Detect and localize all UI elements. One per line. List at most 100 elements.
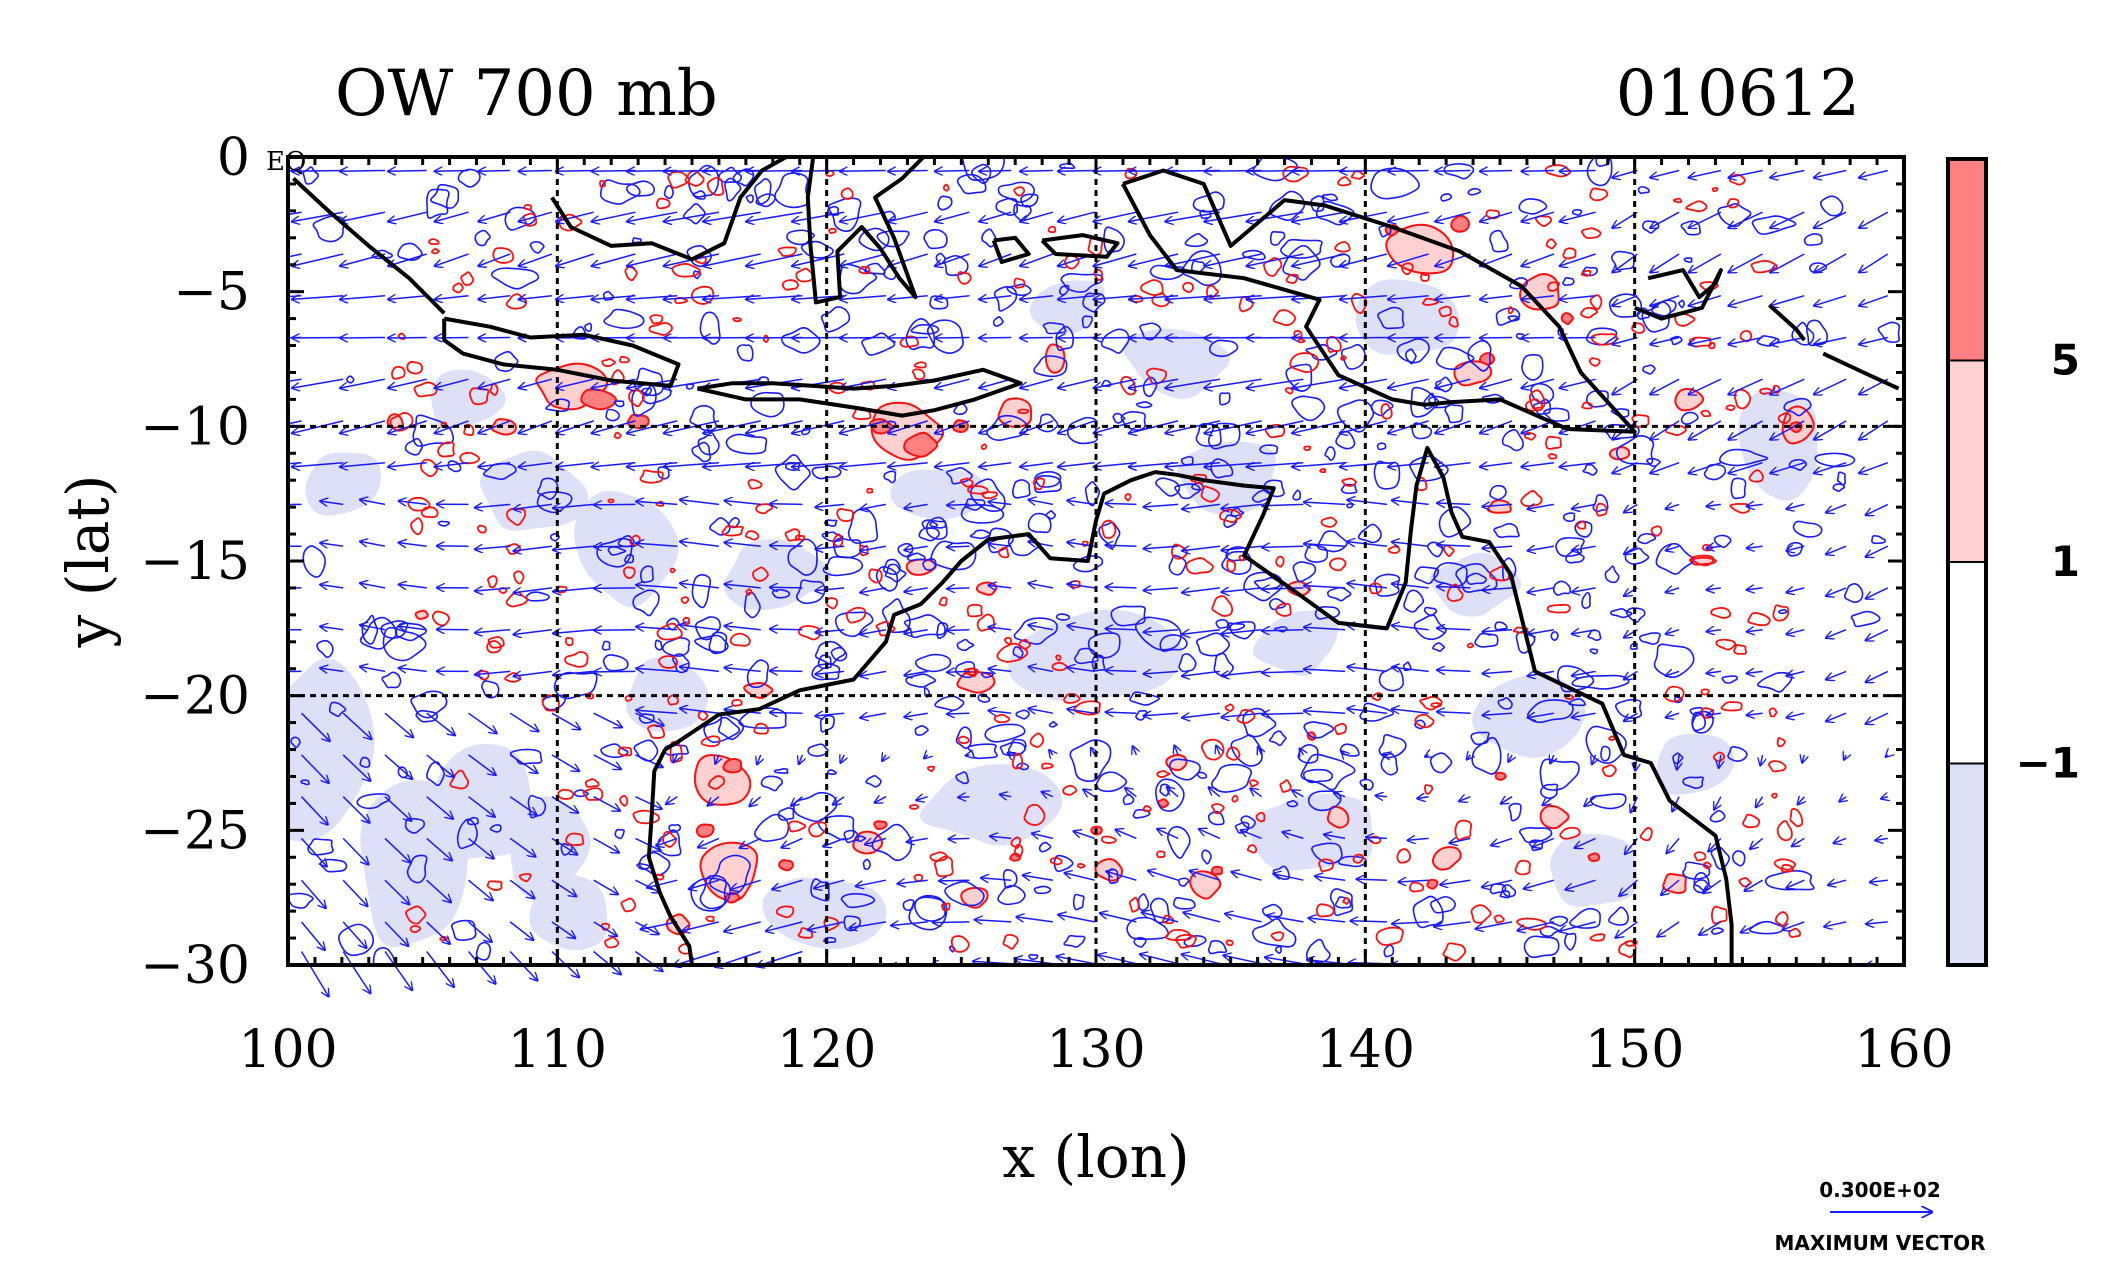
negative-contour [1110,605,1146,627]
wind-vector [342,712,371,739]
positive-contour [1545,435,1562,450]
negative-contour [626,180,655,197]
negative-contour [943,254,969,277]
negative-contour [1871,535,1886,545]
wind-vector [1482,546,1513,548]
wind-vector [1324,835,1346,839]
negative-contour [624,553,635,564]
wind-vector [1650,169,1680,178]
negative-contour [1604,565,1620,584]
positive-contour [967,485,989,495]
wind-vector [1666,630,1680,634]
negative-contour [1435,346,1475,371]
negative-contour [1269,230,1286,246]
positive-contour [1639,827,1653,842]
weak-positive-area [975,581,998,596]
negative-contour [826,205,840,216]
colorbar-band [1947,359,1987,563]
wind-vector [426,921,450,944]
positive-contour [1672,197,1683,204]
wind-vector [1866,545,1889,557]
positive-contour [406,361,424,375]
wind-vector [888,296,928,300]
negative-contour [1682,776,1704,789]
positive-contour [1285,273,1299,284]
wind-vector [1482,879,1513,887]
y-tick-label: −15 [140,532,250,592]
negative-contour [426,761,445,787]
wind-vector [1388,378,1429,388]
wind-vector [1666,671,1680,675]
negative-contour [603,308,645,330]
wind-vector [1020,463,1053,467]
negative-contour [993,286,1018,312]
wind-vector [990,836,1012,838]
positive-contour [1699,281,1719,291]
negative-contour [1615,435,1655,465]
vector-key: 0.300E+02 MAXIMUM VECTOR [1774,1178,1985,1255]
wind-vector [856,879,887,886]
negative-contour [865,775,882,788]
negative-contour [882,558,901,576]
wind-vector [680,625,719,631]
wind-vector [1814,253,1847,273]
wind-vector [1814,336,1847,345]
wind-vector [1058,171,1095,172]
positive-contour [721,525,744,537]
wind-vector [1020,211,1054,221]
negative-contour [1757,671,1793,693]
negative-contour [992,316,1004,327]
wind-vector [340,378,386,388]
wind-vector [1770,211,1805,228]
wind-vector [435,378,469,388]
positive-contour [601,358,617,368]
negative-contour [708,631,728,655]
positive-contour [845,606,867,624]
wind-vector [1182,588,1220,593]
negative-contour [1253,576,1282,591]
wind-vector [1425,755,1429,757]
wind-vector [1881,797,1888,799]
negative-contour [1027,512,1052,534]
positive-contour [1589,294,1603,310]
negative-contour [821,531,844,542]
negative-contour [1614,698,1643,720]
wind-vector [888,211,928,221]
wind-vector [1064,873,1095,881]
wind-vector [1650,378,1680,394]
wind-vector [1015,959,1053,965]
negative-contour [1376,442,1387,451]
negative-contour [754,813,790,842]
negative-contour [861,332,896,356]
wind-vector [384,837,410,862]
wind-vector [1859,169,1888,178]
negative-contour [1201,849,1212,865]
negative-contour [814,640,846,665]
negative-contour [1183,934,1207,948]
wind-vector [1792,837,1805,846]
wind-vector [1058,463,1095,467]
positive-contour [705,915,715,923]
negative-contour [1134,616,1182,651]
wind-vector [1770,461,1805,474]
negative-contour [632,589,660,617]
negative-contour [654,639,663,651]
x-tick-label: 150 [1585,1020,1684,1080]
negative-contour [997,181,1036,203]
positive-contour [1780,863,1794,873]
negative-contour [1060,272,1104,293]
positive-contour [997,546,1010,559]
wind-vector [553,504,594,508]
negative-contour [605,408,620,422]
negative-contour [1321,193,1339,202]
negative-contour [1142,376,1158,398]
negative-contour [699,311,721,345]
negative-contour [1523,935,1560,959]
negative-contour [1508,802,1522,822]
negative-contour [1672,752,1684,765]
positive-contour [1545,238,1557,250]
positive-contour [706,176,725,197]
positive-contour [619,794,629,807]
positive-contour [1595,502,1608,517]
wind-vector [703,253,761,266]
